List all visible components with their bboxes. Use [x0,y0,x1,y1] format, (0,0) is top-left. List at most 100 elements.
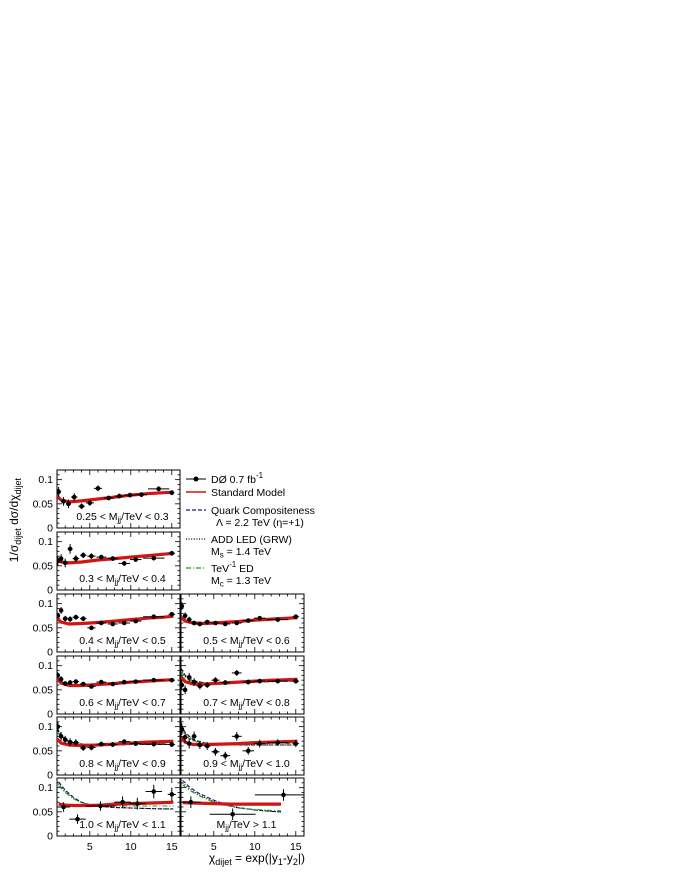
y-tick-label: 0 [47,709,53,721]
data-point [62,681,68,686]
y-tick-label: 0.1 [38,782,53,794]
data-point [254,789,304,801]
data-point [70,493,78,501]
data-points [181,789,304,821]
data-point [58,554,64,563]
data-point [253,678,266,684]
data-point [267,678,289,684]
y-tick-label: 0.05 [33,684,54,696]
data-point [62,615,68,622]
data-point [79,681,87,687]
panel-mass-label: 0.3 < Mjj/TeV < 0.4 [79,573,166,587]
data-point [118,561,130,566]
y-tick-label: 0 [47,831,53,843]
panel-1: 0 0.05 0.1 0.25 < Mjj/TeV < 0.3 [33,469,181,535]
panel-grid: 0 0.05 0.1 0.25 < Mjj/TeV < 0.3 0 0.05 0.1 0.3 … [33,469,305,853]
curve-tev [182,784,282,812]
svg-text:ADD LED (GRW): ADD LED (GRW) [211,534,292,546]
data-point [96,741,107,747]
data-point [167,787,176,802]
data-points [57,544,176,568]
data-point [143,677,165,683]
data-point [168,550,176,556]
panel-mass-label: 0.8 < Mjj/TeV < 0.9 [79,758,166,772]
y-tick-label: 0.1 [38,474,53,486]
svg-text:TeV-1 ED: TeV-1 ED [211,560,254,575]
curve-sm [182,801,281,806]
data-point [72,555,80,562]
data-point [67,680,73,685]
data-point [292,614,300,620]
data-point [267,617,289,622]
x-tick-label: 5 [211,841,217,853]
data-point [57,672,61,679]
data-point [57,612,61,619]
curve-sm [181,675,298,686]
data-point [107,621,118,627]
x-tick-label: 5 [87,841,93,853]
data-point [196,741,204,749]
theory-curves [182,780,282,813]
panel-mass-label: 0.5 < Mjj/TeV < 0.6 [203,635,290,649]
data-point [85,499,94,506]
data-points [57,485,175,510]
data-point [231,731,242,741]
data-point [87,625,96,631]
y-tick-label: 0 [47,770,53,782]
panel-9: 0 0.05 0.1 5 10 151.0 < Mjj/TeV < 1.1 [33,777,181,853]
legend-entry-data: DØ 0.7 fb-1 [186,471,264,486]
data-points [57,607,176,631]
data-points [181,670,300,695]
panel-10: 5 10 15 Mjj/TeV > 1.1 [180,777,305,853]
x-tick-label: 15 [290,841,302,853]
svg-text:Standard Model: Standard Model [211,487,285,499]
panel-mass-label: 0.9 < Mjj/TeV < 1.0 [203,758,290,772]
data-point [58,676,64,683]
data-point [103,495,114,501]
data-point [93,485,103,492]
data-point [135,492,148,498]
panel-3: 0 0.05 0.1 0.4 < Mjj/TeV < 0.5 [33,593,181,659]
data-point [220,680,231,685]
data-point [209,808,256,821]
y-tick-label: 0.1 [38,660,53,672]
data-point [67,616,73,623]
data-points [57,672,176,689]
data-point [61,497,67,506]
panel-mass-label: 1.0 < Mjj/TeV < 1.1 [79,819,166,833]
curve-tev [58,785,174,807]
data-point [168,677,176,683]
data-point [191,678,197,686]
panel-7: 0 0.05 0.1 0.8 < Mjj/TeV < 0.9 [33,716,181,782]
data-point [168,742,176,747]
y-tick-label: 0.05 [33,498,54,510]
data-point [87,553,96,560]
data-point [129,618,142,624]
panel-8: 0.9 < Mjj/TeV < 1.0 [180,716,305,776]
data-point [79,745,87,751]
svg-text:Quark Compositeness: Quark Compositeness [211,505,315,517]
y-tick-label: 0 [47,523,53,535]
data-point [85,801,116,811]
data-point [242,618,254,623]
data-point [118,739,130,745]
panel-2: 0 0.05 0.1 0.3 < Mjj/TeV < 0.4 [33,531,181,597]
data-point [220,751,231,760]
data-point [186,616,192,623]
data-points [181,723,300,760]
data-point [129,741,142,746]
data-point [114,796,131,808]
panel-mass-label: 0.25 < Mjj/TeV < 0.3 [76,511,168,525]
data-point [143,741,165,747]
data-point [57,802,71,812]
data-point [186,738,192,749]
legend-entry-add-led: ADD LED (GRW)Ms = 1.4 TeV [186,534,292,560]
y-axis-title: 1/σdijet dσ/dχdijet [7,478,23,563]
data-point [129,679,142,684]
data-point [62,558,68,568]
svg-text:Ms = 1.4 TeV: Ms = 1.4 TeV [211,546,271,560]
panel-6: 0.7 < Mjj/TeV < 0.8 [180,655,305,715]
data-points [57,721,176,751]
